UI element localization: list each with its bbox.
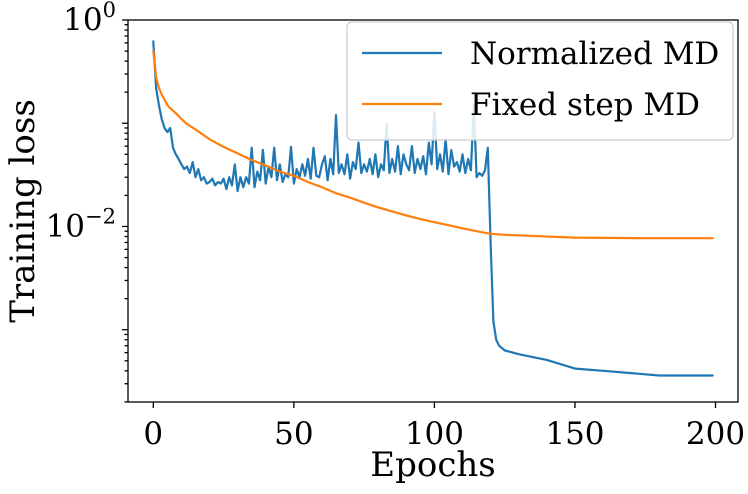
x-tick-label: 100	[405, 416, 464, 452]
series-line-fixed-step-md	[152, 49, 714, 240]
x-tick-label: 0	[143, 416, 163, 452]
x-tick-label: 200	[686, 416, 745, 452]
legend-label: Normalized MD	[470, 36, 719, 72]
series-layer	[152, 40, 714, 377]
x-axis-label: Epochs	[370, 445, 495, 485]
legend-label: Fixed step MD	[470, 87, 700, 123]
legend-box	[346, 21, 734, 141]
plot-frame	[127, 19, 739, 403]
series-line-normalized-md	[152, 40, 714, 377]
y-axis-label: Training loss	[3, 99, 43, 323]
x-tick-label: 50	[274, 416, 313, 452]
x-tick-label: 150	[545, 416, 604, 452]
legend: Normalized MD Fixed step MD	[346, 21, 734, 141]
